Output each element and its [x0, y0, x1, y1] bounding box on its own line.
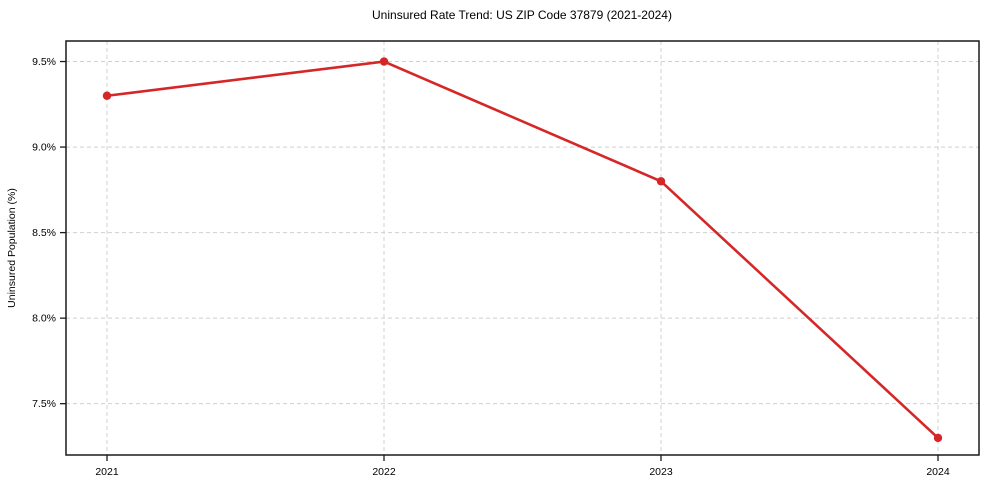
y-tick-label: 8.5% — [32, 227, 56, 239]
y-tick-label: 9.0% — [32, 142, 56, 154]
data-point-marker — [379, 57, 389, 66]
trend-line — [105, 60, 940, 440]
x-tick-label: 2022 — [372, 466, 396, 478]
plot-border — [65, 40, 980, 456]
data-point-marker — [102, 91, 112, 100]
data-point-marker — [656, 177, 666, 186]
chart-title: Uninsured Rate Trend: US ZIP Code 37879 … — [372, 8, 672, 22]
y-axis-label: Uninsured Population (%) — [6, 188, 18, 308]
ticks-layer: 7.5% 8.0% 8.5% 9.0% 9.5% 2021 2022 2023 2024 — [32, 56, 950, 478]
y-tick-label: 9.5% — [32, 56, 56, 68]
data-point-marker — [933, 433, 943, 443]
y-tick-label: 8.0% — [32, 313, 56, 325]
x-tick-label: 2024 — [926, 466, 950, 478]
y-tick-label: 7.5% — [32, 398, 56, 410]
series-layer — [102, 57, 943, 443]
x-tick-label: 2023 — [649, 466, 673, 478]
x-tick-label: 2021 — [95, 466, 119, 478]
grid-layer — [66, 41, 979, 455]
